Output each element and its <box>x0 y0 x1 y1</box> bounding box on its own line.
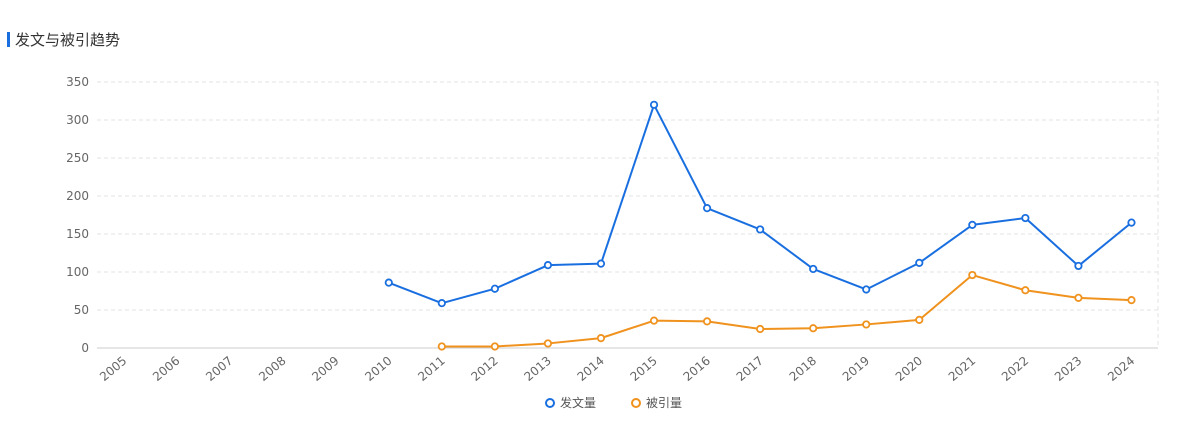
x-tick-label: 2015 <box>628 354 660 384</box>
x-tick-label: 2010 <box>362 354 394 384</box>
y-tick-label: 200 <box>66 189 89 203</box>
data-point <box>968 270 977 280</box>
x-tick-label: 2011 <box>415 354 447 384</box>
legend-label: 发文量 <box>560 395 596 410</box>
data-point <box>702 204 712 213</box>
x-tick-label: 2017 <box>734 354 766 384</box>
data-point <box>1127 218 1136 227</box>
data-point <box>543 261 553 270</box>
data-point <box>649 100 659 109</box>
data-point <box>862 320 871 329</box>
x-tick-label: 2006 <box>150 354 182 384</box>
x-tick-label: 2012 <box>468 354 500 384</box>
data-point <box>649 316 659 325</box>
data-point <box>543 339 553 348</box>
chart-title: 发文与被引趋势 <box>15 30 121 49</box>
chart-title-block: 发文与被引趋势 <box>7 29 120 49</box>
data-point <box>756 324 765 334</box>
legend-marker <box>545 398 555 408</box>
x-tick-label: 2018 <box>787 354 819 384</box>
data-point <box>809 264 818 274</box>
legend-label: 被引量 <box>646 396 682 410</box>
data-point <box>1021 213 1030 223</box>
x-tick-label: 2016 <box>681 354 713 384</box>
data-point <box>968 220 977 229</box>
data-point <box>596 334 606 343</box>
y-tick-label: 50 <box>74 303 89 317</box>
data-point <box>702 317 712 326</box>
series-line-1 <box>388 103 1133 305</box>
data-point <box>490 342 499 351</box>
x-tick-label: 2024 <box>1105 354 1137 384</box>
y-tick-label: 100 <box>66 265 89 279</box>
data-point <box>384 278 393 287</box>
legend-marker <box>631 398 641 408</box>
y-tick-label: 150 <box>66 227 89 241</box>
x-tick-label: 2009 <box>309 354 341 384</box>
data-point <box>1074 293 1083 302</box>
title-accent-bar <box>7 31 10 47</box>
x-tick-label: 2023 <box>1052 354 1084 384</box>
data-point <box>915 258 924 267</box>
x-tick-label: 2019 <box>840 354 872 384</box>
data-point <box>490 284 499 293</box>
data-point <box>1127 296 1136 305</box>
data-point <box>1021 286 1030 295</box>
series-line-2 <box>441 274 1132 348</box>
data-point <box>915 315 924 324</box>
x-tick-label: 2014 <box>575 354 607 384</box>
x-tick-label: 2013 <box>521 354 553 384</box>
data-point <box>1074 261 1083 271</box>
data-point <box>437 299 446 308</box>
data-point <box>809 324 818 333</box>
y-tick-label: 250 <box>66 151 89 165</box>
y-tick-label: 0 <box>81 341 89 355</box>
data-point <box>596 259 606 268</box>
x-tick-label: 2020 <box>893 354 925 384</box>
y-tick-label: 350 <box>66 75 89 89</box>
data-point <box>437 342 446 351</box>
x-tick-label: 2005 <box>97 354 129 384</box>
y-tick-label: 300 <box>66 113 89 127</box>
data-point <box>756 225 765 234</box>
x-tick-label: 2021 <box>946 354 978 384</box>
x-tick-label: 2007 <box>203 354 235 384</box>
x-tick-label: 2022 <box>999 354 1031 384</box>
data-point <box>862 285 871 294</box>
x-tick-label: 2008 <box>256 354 288 384</box>
